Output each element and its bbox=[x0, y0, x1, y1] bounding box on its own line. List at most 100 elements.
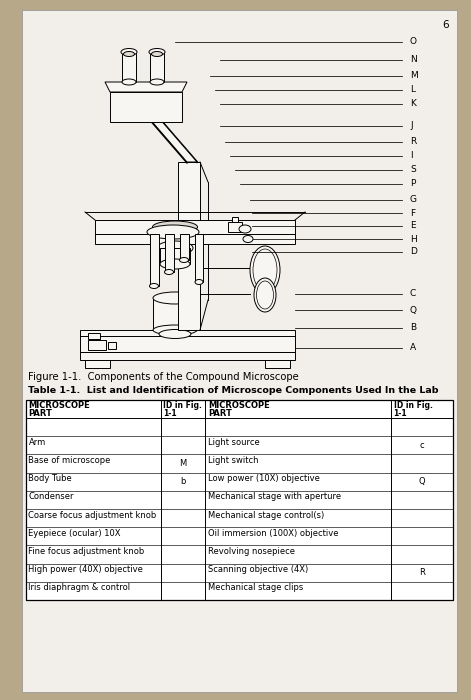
Text: Iris diaphragm & control: Iris diaphragm & control bbox=[29, 583, 130, 592]
Text: M: M bbox=[179, 459, 187, 468]
Ellipse shape bbox=[164, 270, 173, 274]
Ellipse shape bbox=[123, 52, 135, 57]
Bar bbox=[150, 234, 159, 286]
Text: Eyepiece (ocular) 10X: Eyepiece (ocular) 10X bbox=[29, 528, 121, 538]
Ellipse shape bbox=[179, 258, 188, 262]
Text: Q: Q bbox=[410, 305, 417, 314]
Text: 1-1: 1-1 bbox=[394, 409, 407, 418]
Text: Fine focus adjustment knob: Fine focus adjustment knob bbox=[29, 547, 145, 556]
Text: F: F bbox=[410, 209, 415, 218]
Text: ID in Fig.: ID in Fig. bbox=[394, 401, 432, 410]
Text: E: E bbox=[410, 221, 415, 230]
Ellipse shape bbox=[147, 225, 199, 239]
Text: D: D bbox=[410, 248, 417, 256]
Text: J: J bbox=[410, 122, 413, 130]
Ellipse shape bbox=[153, 221, 197, 233]
Text: Light source: Light source bbox=[208, 438, 260, 447]
Text: B: B bbox=[410, 323, 416, 332]
Ellipse shape bbox=[153, 292, 197, 304]
Ellipse shape bbox=[239, 225, 251, 233]
Ellipse shape bbox=[195, 279, 203, 284]
Text: Low power (10X) objective: Low power (10X) objective bbox=[208, 474, 320, 483]
Bar bbox=[26, 400, 453, 600]
Text: L: L bbox=[410, 85, 415, 94]
Ellipse shape bbox=[253, 249, 277, 291]
Text: N: N bbox=[410, 55, 417, 64]
Text: Revolving nosepiece: Revolving nosepiece bbox=[208, 547, 295, 556]
Text: Mechanical stage control(s): Mechanical stage control(s) bbox=[208, 510, 324, 519]
Bar bbox=[160, 248, 190, 264]
Bar bbox=[88, 340, 106, 350]
Text: 1-1: 1-1 bbox=[163, 409, 177, 418]
Ellipse shape bbox=[254, 278, 276, 312]
Ellipse shape bbox=[157, 241, 193, 255]
Text: I: I bbox=[410, 151, 413, 160]
Ellipse shape bbox=[243, 235, 253, 242]
Bar bbox=[108, 342, 116, 349]
Ellipse shape bbox=[121, 48, 137, 55]
Bar bbox=[110, 92, 182, 122]
Bar bbox=[85, 360, 110, 368]
Text: Mechanical stage clips: Mechanical stage clips bbox=[208, 583, 303, 592]
Text: R: R bbox=[410, 137, 416, 146]
Text: C: C bbox=[410, 290, 416, 298]
Ellipse shape bbox=[159, 330, 191, 339]
Bar bbox=[195, 234, 203, 282]
Text: Scanning objective (4X): Scanning objective (4X) bbox=[208, 565, 308, 574]
Text: c: c bbox=[420, 441, 424, 450]
Text: Light switch: Light switch bbox=[208, 456, 258, 465]
Polygon shape bbox=[105, 82, 187, 92]
Ellipse shape bbox=[153, 325, 197, 335]
Text: A: A bbox=[410, 344, 416, 353]
Ellipse shape bbox=[149, 284, 159, 288]
Bar bbox=[165, 234, 174, 272]
Bar bbox=[88, 333, 100, 339]
Text: ID in Fig.: ID in Fig. bbox=[163, 401, 202, 410]
Bar bbox=[95, 234, 295, 244]
Text: MICROSCOPE: MICROSCOPE bbox=[208, 401, 269, 410]
Text: Base of microscope: Base of microscope bbox=[29, 456, 111, 465]
Text: M: M bbox=[410, 71, 418, 80]
Text: Arm: Arm bbox=[29, 438, 46, 447]
Text: Coarse focus adjustment knob: Coarse focus adjustment knob bbox=[29, 510, 157, 519]
Text: Oil immersion (100X) objective: Oil immersion (100X) objective bbox=[208, 528, 338, 538]
Bar bbox=[180, 234, 189, 260]
Bar bbox=[122, 52, 136, 82]
Text: K: K bbox=[410, 99, 416, 108]
Bar bbox=[232, 217, 238, 222]
Polygon shape bbox=[142, 110, 197, 162]
Ellipse shape bbox=[150, 79, 164, 85]
Text: High power (40X) objective: High power (40X) objective bbox=[29, 565, 143, 574]
Bar bbox=[80, 352, 295, 360]
Bar bbox=[80, 330, 295, 352]
Bar bbox=[150, 52, 164, 82]
Ellipse shape bbox=[160, 259, 190, 269]
Text: PART: PART bbox=[29, 409, 52, 418]
Text: O: O bbox=[410, 38, 417, 46]
Text: Mechanical stage with aperture: Mechanical stage with aperture bbox=[208, 492, 341, 501]
Text: PART: PART bbox=[208, 409, 232, 418]
Text: Body Tube: Body Tube bbox=[29, 474, 72, 483]
Ellipse shape bbox=[149, 48, 165, 55]
Text: Table 1-1.  List and Identification of Microscope Components Used In the Lab: Table 1-1. List and Identification of Mi… bbox=[28, 386, 439, 395]
Text: Figure 1-1.  Components of the Compound Microscope: Figure 1-1. Components of the Compound M… bbox=[28, 372, 299, 382]
Ellipse shape bbox=[122, 79, 136, 85]
Bar bbox=[228, 222, 242, 232]
Text: Condenser: Condenser bbox=[29, 492, 74, 501]
Text: S: S bbox=[410, 165, 416, 174]
Text: H: H bbox=[410, 234, 417, 244]
Text: G: G bbox=[410, 195, 417, 204]
Text: MICROSCOPE: MICROSCOPE bbox=[29, 401, 90, 410]
Text: R: R bbox=[419, 568, 425, 578]
Bar bbox=[95, 220, 295, 234]
Ellipse shape bbox=[250, 246, 280, 294]
Text: Q: Q bbox=[419, 477, 425, 486]
Ellipse shape bbox=[257, 281, 274, 309]
Ellipse shape bbox=[152, 52, 162, 57]
Bar bbox=[265, 360, 290, 368]
Text: P: P bbox=[410, 179, 415, 188]
Bar bbox=[178, 162, 200, 330]
Text: 6: 6 bbox=[442, 20, 449, 30]
Bar bbox=[153, 298, 197, 330]
Text: b: b bbox=[180, 477, 186, 486]
